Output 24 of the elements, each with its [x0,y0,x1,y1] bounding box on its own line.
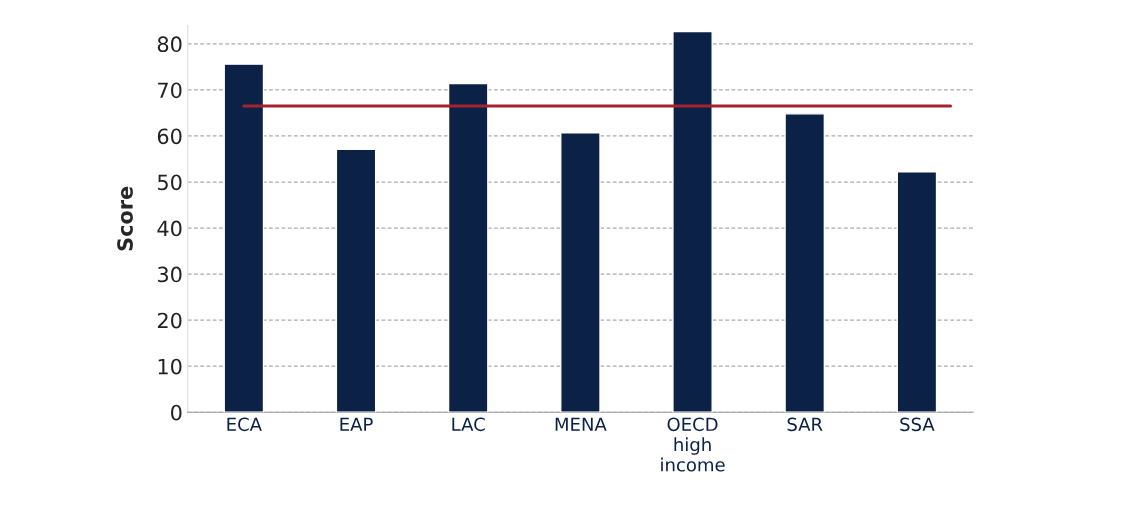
x-tick-label: SSA [900,417,935,432]
y-tick-label: 80 [157,36,182,53]
y-tick-label: 30 [157,266,182,283]
y-tick-label: 70 [158,82,182,99]
y-tick-label: 10 [158,358,182,375]
x-tick-label: SAR [787,417,823,432]
y-tick-label: 0 [171,404,182,421]
y-tick-label: 60 [157,128,182,145]
y-axis-title: Score [117,186,133,251]
bar [672,30,713,413]
y-tick-label: 20 [157,312,182,329]
x-tick-label: EAP [340,417,373,431]
x-tick-label: MENA [555,417,607,431]
bar [560,132,601,413]
bar [784,113,826,413]
x-tick-label: ECA [227,417,262,432]
x-tick-label: LAC [452,417,485,432]
y-tick-label: 40 [157,220,182,237]
x-tick-label: OECD high income [661,417,725,472]
bar [896,171,938,413]
bar [447,82,489,413]
y-tick-label: 50 [158,174,182,191]
bar [335,148,377,413]
bar [223,63,265,413]
